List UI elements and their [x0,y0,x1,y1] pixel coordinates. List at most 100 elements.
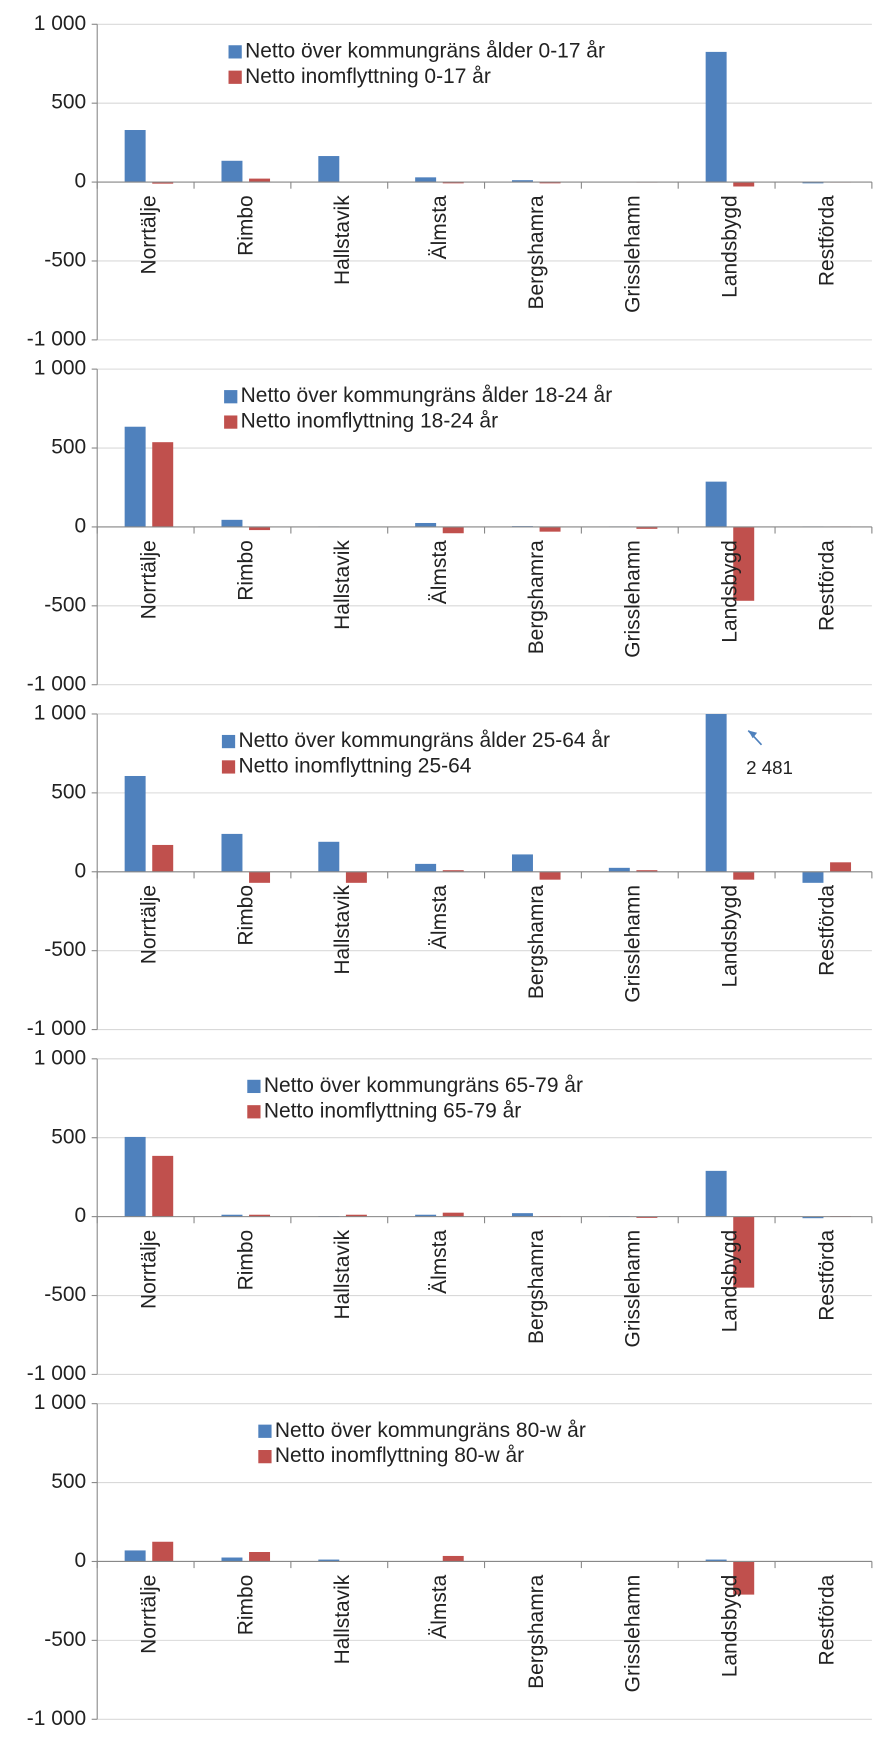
bar [415,1214,437,1217]
x-tick-label: Landsbygd [719,885,742,988]
x-tick-label: Landsbygd [719,195,742,298]
bar [318,1559,340,1562]
x-tick-label: Hallstavik [331,195,354,285]
x-tick-label: Rimbo [234,1575,257,1636]
bar [802,1216,824,1219]
y-tick-label: 500 [51,91,86,114]
bar [124,426,146,527]
x-tick-label: Bergshamra [525,1574,548,1688]
bar [221,833,243,872]
x-tick-label: Grisslehamn [622,1230,645,1348]
bar [733,526,755,601]
bar [318,841,340,872]
legend-label: Netto över kommungräns ålder 0-17 år [245,39,605,62]
bar [249,871,271,883]
x-tick-label: Grisslehamn [622,195,645,313]
legend-label: Netto över kommungräns ålder 18-24 år [241,384,613,407]
x-tick-label: Hallstavik [331,1574,354,1664]
bar [539,871,561,880]
bar [636,526,658,529]
x-tick-label: Norrtälje [138,1230,161,1309]
legend-swatch [228,70,242,84]
bar [705,1170,727,1217]
bar [442,1212,464,1217]
y-tick-label: 0 [75,514,87,537]
x-tick-label: Hallstavik [331,1229,354,1319]
bar [221,1214,243,1217]
bars [124,1541,852,1595]
x-tick-label: Landsbygd [719,1230,742,1333]
x-tick-label: Älmsta [428,1230,451,1294]
y-tick-label: 1 000 [34,702,86,725]
x-tick-label: Restförda [815,195,838,286]
bar [511,1213,533,1217]
x-tick-label: Norrtälje [138,1575,161,1654]
x-tick-label: Bergshamra [525,195,548,309]
x-tick-label: Rimbo [234,195,257,256]
x-tick-label: Älmsta [428,540,451,604]
y-tick-label: -500 [44,1283,86,1306]
y-tick-label: 500 [51,780,86,803]
bar [442,182,464,184]
legend-label: Netto över kommungräns ålder 25-64 år [238,729,610,752]
x-tick-label: Bergshamra [525,540,548,654]
legend-swatch [258,1450,272,1464]
legend-swatch [224,390,238,404]
bar [705,51,727,183]
legend-swatch [247,1079,261,1094]
x-tick-label: Älmsta [428,885,451,949]
x-tick-label: Rimbo [234,885,257,946]
legend-label: Netto inomflyttning 80-w år [275,1444,524,1467]
bar [345,1214,367,1217]
x-tick-label: Grisslehamn [622,1575,645,1693]
legend-label: Netto över kommungräns 80-w år [275,1419,586,1442]
x-tick-label: Landsbygd [719,1575,742,1678]
bar [442,870,464,872]
x-tick-label: Restförda [815,1574,838,1665]
legend-label: Netto över kommungräns 65-79 år [264,1074,583,1097]
bar [249,526,271,531]
bar [733,1561,755,1595]
bar [705,1559,727,1562]
bars [124,713,852,883]
x-tick-label: Älmsta [428,1574,451,1638]
bar [124,130,146,183]
bar [733,1216,755,1288]
x-tick-label: Norrtälje [138,195,161,274]
bar [415,863,437,872]
bar [636,870,658,872]
legend-swatch [224,415,238,429]
legend-label: Netto inomflyttning 65-79 år [264,1099,521,1122]
bar [442,1555,464,1562]
y-tick-label: 1 000 [34,12,86,35]
bars [124,426,852,601]
legend-swatch [221,760,236,774]
bar [442,526,464,534]
bar [249,178,271,183]
x-tick-label: Landsbygd [719,540,742,643]
x-tick-label: Rimbo [234,540,257,601]
bar [152,844,174,872]
x-tick-label: Grisslehamn [622,540,645,658]
bar [221,160,243,183]
y-tick-label: -1 000 [27,672,86,695]
bar [124,1136,146,1217]
bar [124,1550,146,1562]
bar [318,156,340,183]
y-tick-label: 0 [75,859,87,882]
x-tick-label: Restförda [815,1230,838,1321]
y-tick-label: 1 000 [34,1391,86,1414]
bar [802,182,824,184]
y-tick-label: -500 [44,593,86,616]
y-tick-label: -1 000 [27,1362,86,1385]
legend-label: Netto inomflyttning 0-17 år [245,65,491,88]
bars [124,51,852,187]
y-tick-label: 0 [75,1204,87,1227]
x-tick-label: Bergshamra [525,1230,548,1344]
bar [705,713,727,872]
legend-swatch [228,45,242,59]
y-tick-label: 1 000 [34,1046,86,1069]
bar [608,867,630,872]
y-tick-label: 0 [75,170,87,193]
